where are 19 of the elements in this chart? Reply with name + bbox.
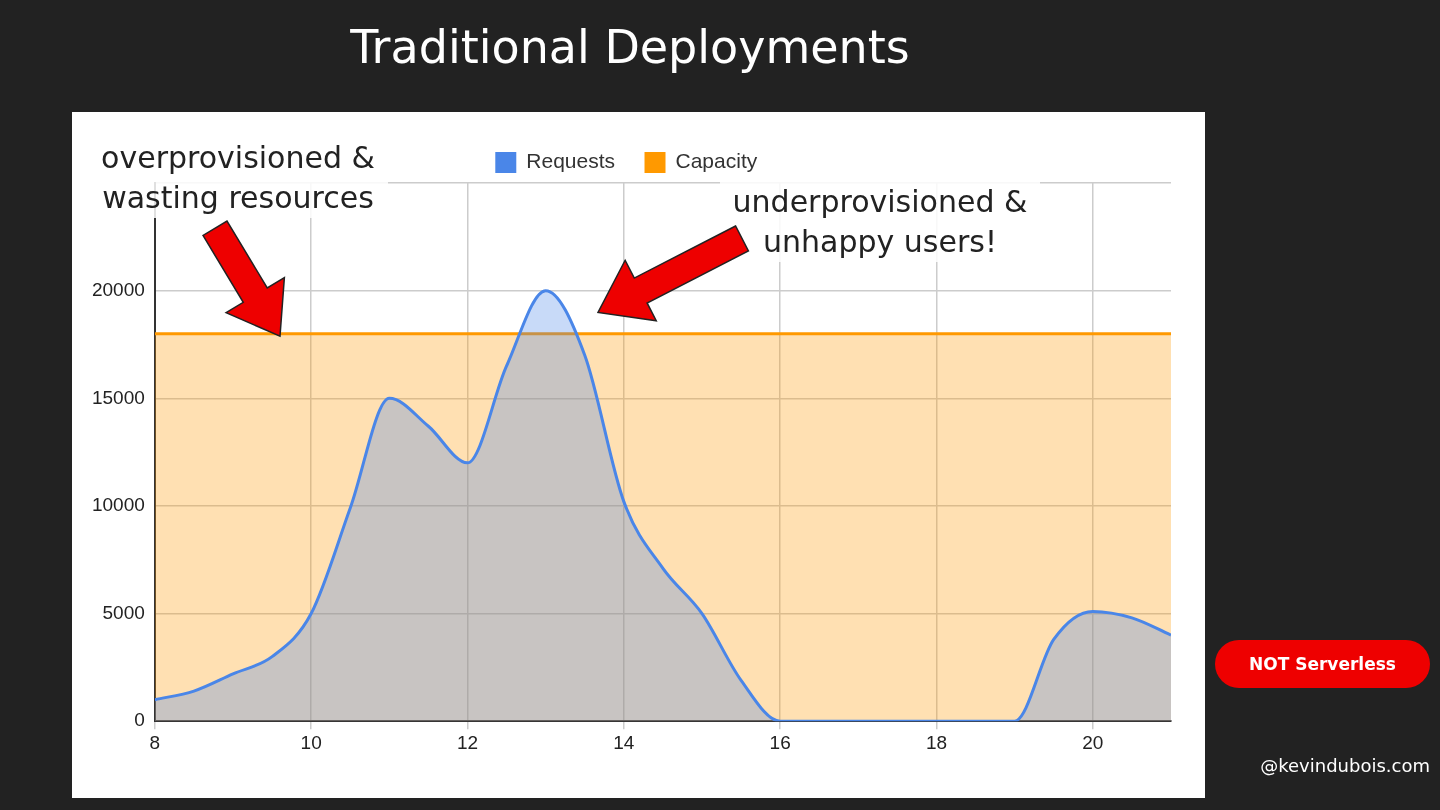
x-tick-label: 16 — [769, 731, 791, 753]
y-tick-label: 5000 — [102, 601, 145, 623]
y-tick-label: 20000 — [91, 278, 145, 300]
x-tick-label: 8 — [149, 731, 161, 753]
y-tick-label: 0 — [134, 709, 145, 731]
text: NOT Serverless — [1215, 640, 1430, 688]
chart-title: Traditional Deployments — [349, 20, 911, 74]
x-tick-label: 12 — [456, 731, 479, 753]
y-tick-label: 15000 — [91, 386, 145, 408]
annotation: underprovisioned & unhappy users! — [720, 182, 1040, 262]
x-tick-label: 14 — [613, 731, 635, 753]
legend-label: Requests — [526, 149, 616, 173]
legend-label: Capacity — [675, 149, 758, 173]
x-tick-label: 18 — [925, 731, 948, 753]
annotation: overprovisioned & wasting resources — [88, 138, 388, 218]
x-tick-label: 10 — [300, 731, 322, 753]
x-tick-label: 20 — [1082, 731, 1104, 753]
text: @kevindubois.com — [1259, 755, 1430, 776]
y-tick-label: 10000 — [91, 494, 145, 516]
